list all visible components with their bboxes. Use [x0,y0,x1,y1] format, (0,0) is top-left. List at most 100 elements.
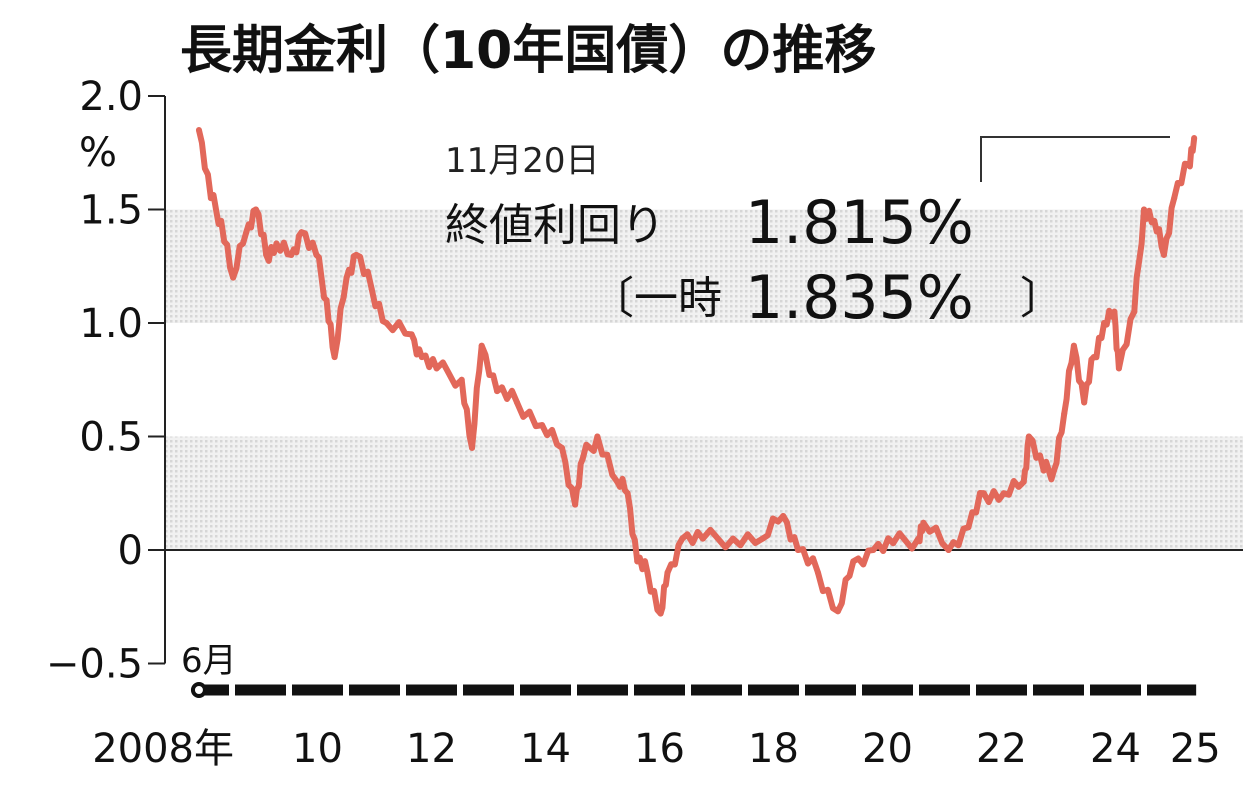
x-tick-label: 10 [292,726,343,772]
data-point [494,388,501,395]
data-point [730,535,737,542]
data-point [870,547,877,553]
data-point [418,354,425,361]
data-point [679,535,686,542]
data-point [207,195,214,202]
data-point [980,490,987,497]
data-point [514,399,520,406]
data-point [383,320,390,326]
data-point [1115,365,1122,372]
y-tick-label: 0 [118,528,143,574]
data-point [1151,217,1158,224]
data-point [920,519,927,526]
data-point [230,274,237,281]
data-point [915,535,922,542]
annotation-close-label: 終値利回り [445,200,665,251]
data-point [1040,467,1047,474]
data-point [1191,134,1198,141]
x-axis: 6月 2008年 10 12 14 16 18 20 22 24 25 [92,641,1221,772]
y-tick-label: 1.0 [79,301,143,347]
x-tick-label: 14 [520,726,571,772]
data-point [1185,161,1192,168]
data-point [1111,308,1118,315]
start-marker-icon [190,682,207,698]
data-point [664,569,671,576]
data-point [1101,320,1108,326]
data-point [945,547,952,553]
data-point [1061,410,1068,417]
data-point [780,512,787,519]
annotation: 11月20日 終値利回り 1.815% 〔一時 1.835% 〕 [445,136,1170,333]
x-tick-label: 18 [748,726,799,772]
data-point [1141,206,1147,213]
x-tick-label: 12 [406,726,457,772]
data-point [644,569,651,576]
data-point [195,127,202,134]
annotation-intraday-value: 1.835% [745,263,974,333]
annotation-close-value: 1.815% [745,188,974,258]
data-point [850,558,857,565]
data-point [273,240,280,247]
y-unit-label: % [79,130,117,176]
data-point [288,251,295,258]
data-point [1171,195,1178,202]
data-point [559,444,566,451]
data-point [759,535,766,542]
data-point [579,456,586,463]
x-tick-label: 22 [976,726,1027,772]
data-point [890,540,897,547]
data-point [218,217,225,224]
data-point [353,251,360,258]
annotation-intraday-close: 〕 [1020,273,1064,324]
data-point [252,206,259,213]
data-point [1000,490,1007,497]
data-point [458,376,465,383]
annotation-date: 11月20日 [445,141,600,181]
data-point [539,422,546,429]
data-point [624,490,631,497]
data-point [313,251,320,258]
data-point [1020,478,1027,485]
data-point [1081,399,1088,406]
data-point [1160,251,1167,258]
data-point [965,524,972,531]
data-point [243,229,250,236]
data-point [795,547,802,553]
shaded-bands [165,209,1243,550]
data-point [1131,308,1138,315]
x-tick-label: 24 [1090,726,1141,772]
data-point [343,274,350,281]
y-tick-label: 2.0 [79,74,143,120]
data-point [834,608,841,615]
data-point [657,610,664,617]
data-point [634,558,641,565]
data-point [1025,433,1032,440]
data-point [331,354,338,361]
y-axis: 2.0 1.5 1.0 0.5 0 −0.5% [46,74,1243,688]
y-tick-label: 0.5 [79,415,143,461]
data-point [263,251,270,258]
leader-line [980,136,1170,182]
data-point [368,285,375,292]
data-point [614,478,621,485]
data-point [468,444,475,451]
data-point [1050,467,1057,474]
x-tick-label: 25 [1170,726,1221,772]
x-tick-label: 16 [634,726,685,772]
y-tick-label: 1.5 [79,188,143,234]
start-month-label: 6月 [181,641,237,681]
data-point [408,331,415,338]
data-point [298,229,305,236]
annotation-intraday-label: 〔一時 [590,273,722,324]
data-point [699,535,706,542]
data-point [594,433,601,440]
chart-title: 長期金利（10年国債）の推移 [180,21,876,81]
data-point [323,297,330,304]
data-point [1090,354,1097,361]
y-tick-label: −0.5 [46,642,143,688]
shaded-band [165,436,1243,550]
data-point [433,365,440,372]
x-tick-label: 2008年 [92,726,234,772]
data-point [814,569,821,576]
